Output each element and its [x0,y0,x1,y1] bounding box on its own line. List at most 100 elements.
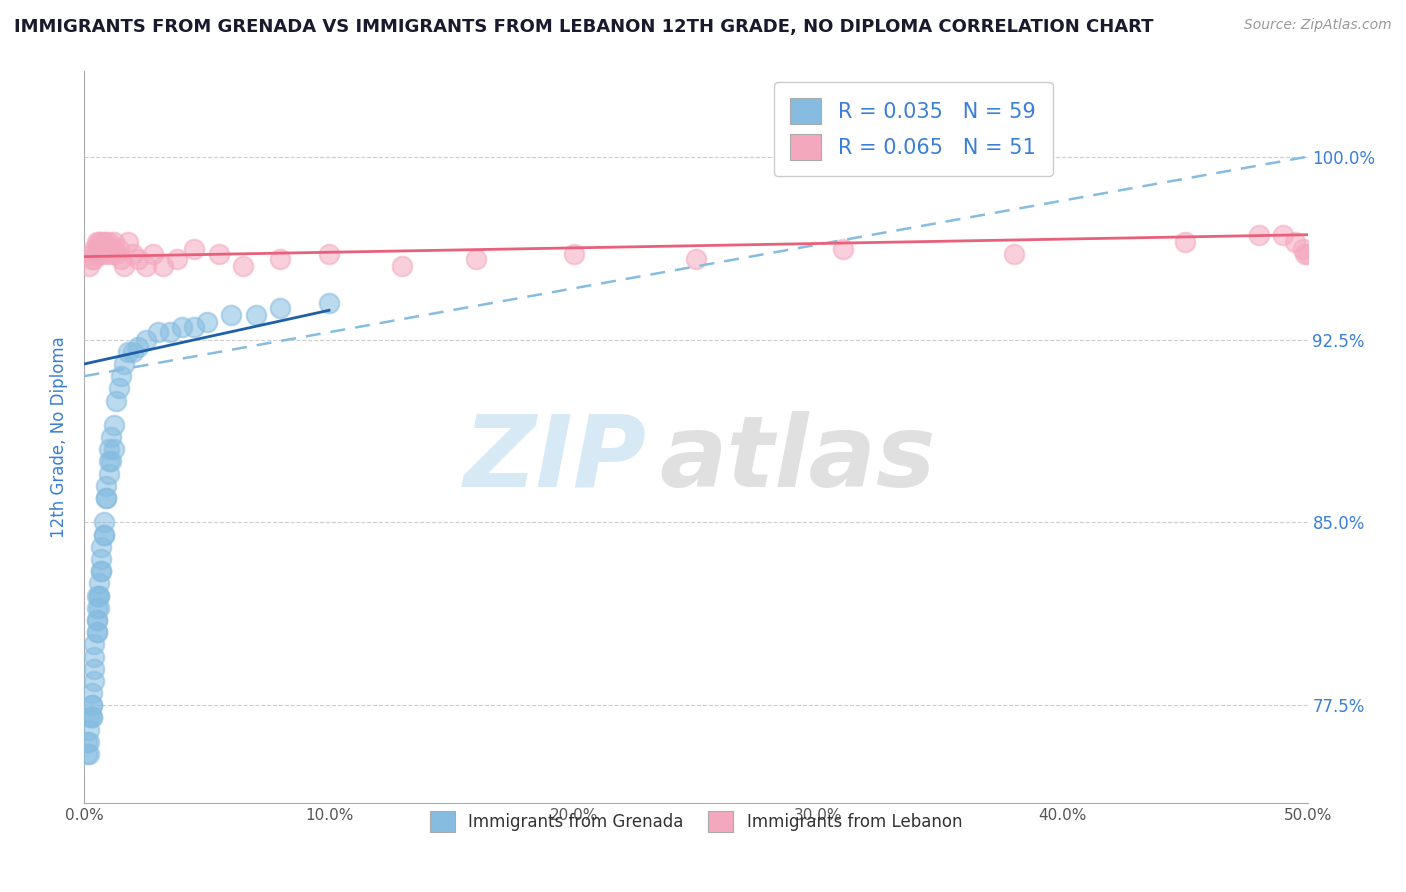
Point [93,527,115,541]
Text: ZIP: ZIP [464,410,647,508]
Point [86,235,108,249]
Point [97,235,120,249]
Point [96,247,118,261]
Point [110,369,132,384]
Point [77,260,100,274]
Point [87,589,110,603]
Point [97,467,120,481]
Point [103,235,125,249]
Point [100,430,122,444]
Point [122,247,145,261]
Point [87,600,110,615]
Point [80,686,103,700]
Y-axis label: 12th Grade, No Diploma: 12th Grade, No Diploma [51,336,69,538]
Point [80,247,103,261]
Point [80,698,103,713]
Point [90,235,112,249]
Point [1272,227,1295,242]
Point [112,357,135,371]
Point [97,454,120,468]
Point [110,252,132,266]
Point [103,417,125,432]
Point [685,252,707,266]
Text: atlas: atlas [659,410,936,508]
Point [117,235,139,249]
Text: Source: ZipAtlas.com: Source: ZipAtlas.com [1244,18,1392,32]
Point [195,316,218,330]
Point [86,600,108,615]
Point [232,260,254,274]
Point [105,393,128,408]
Point [96,491,118,505]
Point [1294,247,1316,261]
Point [96,479,118,493]
Point [100,247,122,261]
Point [1247,227,1270,242]
Point [117,344,139,359]
Point [87,576,110,591]
Point [83,662,105,676]
Point [90,540,112,554]
Point [83,637,105,651]
Point [86,247,108,261]
Point [87,235,110,249]
Point [183,243,205,257]
Point [146,325,169,339]
Point [172,320,194,334]
Point [1174,235,1197,249]
Point [90,564,112,578]
Point [166,252,188,266]
Point [100,454,122,468]
Point [1002,247,1025,261]
Point [219,308,242,322]
Point [83,673,105,688]
Point [103,243,125,257]
Point [159,325,181,339]
Point [97,442,120,457]
Point [80,252,103,266]
Point [90,564,112,578]
Point [105,247,128,261]
Point [127,340,149,354]
Point [80,698,103,713]
Point [87,243,110,257]
Point [93,243,115,257]
Point [96,235,118,249]
Point [183,320,205,334]
Point [86,613,108,627]
Point [86,589,108,603]
Point [77,723,100,737]
Point [269,252,291,266]
Point [464,252,486,266]
Point [135,260,157,274]
Point [1284,235,1306,249]
Point [93,235,115,249]
Point [93,516,115,530]
Point [269,301,291,315]
Point [127,252,149,266]
Point [152,260,174,274]
Point [245,308,267,322]
Point [208,247,231,261]
Point [83,252,105,266]
Point [1292,243,1315,257]
Point [318,247,340,261]
Point [135,333,157,347]
Point [80,710,103,724]
Legend: Immigrants from Grenada, Immigrants from Lebanon: Immigrants from Grenada, Immigrants from… [423,805,969,838]
Point [83,243,105,257]
Point [96,491,118,505]
Point [86,243,108,257]
Point [87,589,110,603]
Point [1296,247,1319,261]
Point [80,710,103,724]
Point [86,613,108,627]
Point [318,296,340,310]
Point [90,247,112,261]
Point [391,260,413,274]
Point [93,527,115,541]
Point [142,247,165,261]
Point [97,243,120,257]
Point [831,243,853,257]
Text: IMMIGRANTS FROM GRENADA VS IMMIGRANTS FROM LEBANON 12TH GRADE, NO DIPLOMA CORREL: IMMIGRANTS FROM GRENADA VS IMMIGRANTS FR… [14,18,1153,36]
